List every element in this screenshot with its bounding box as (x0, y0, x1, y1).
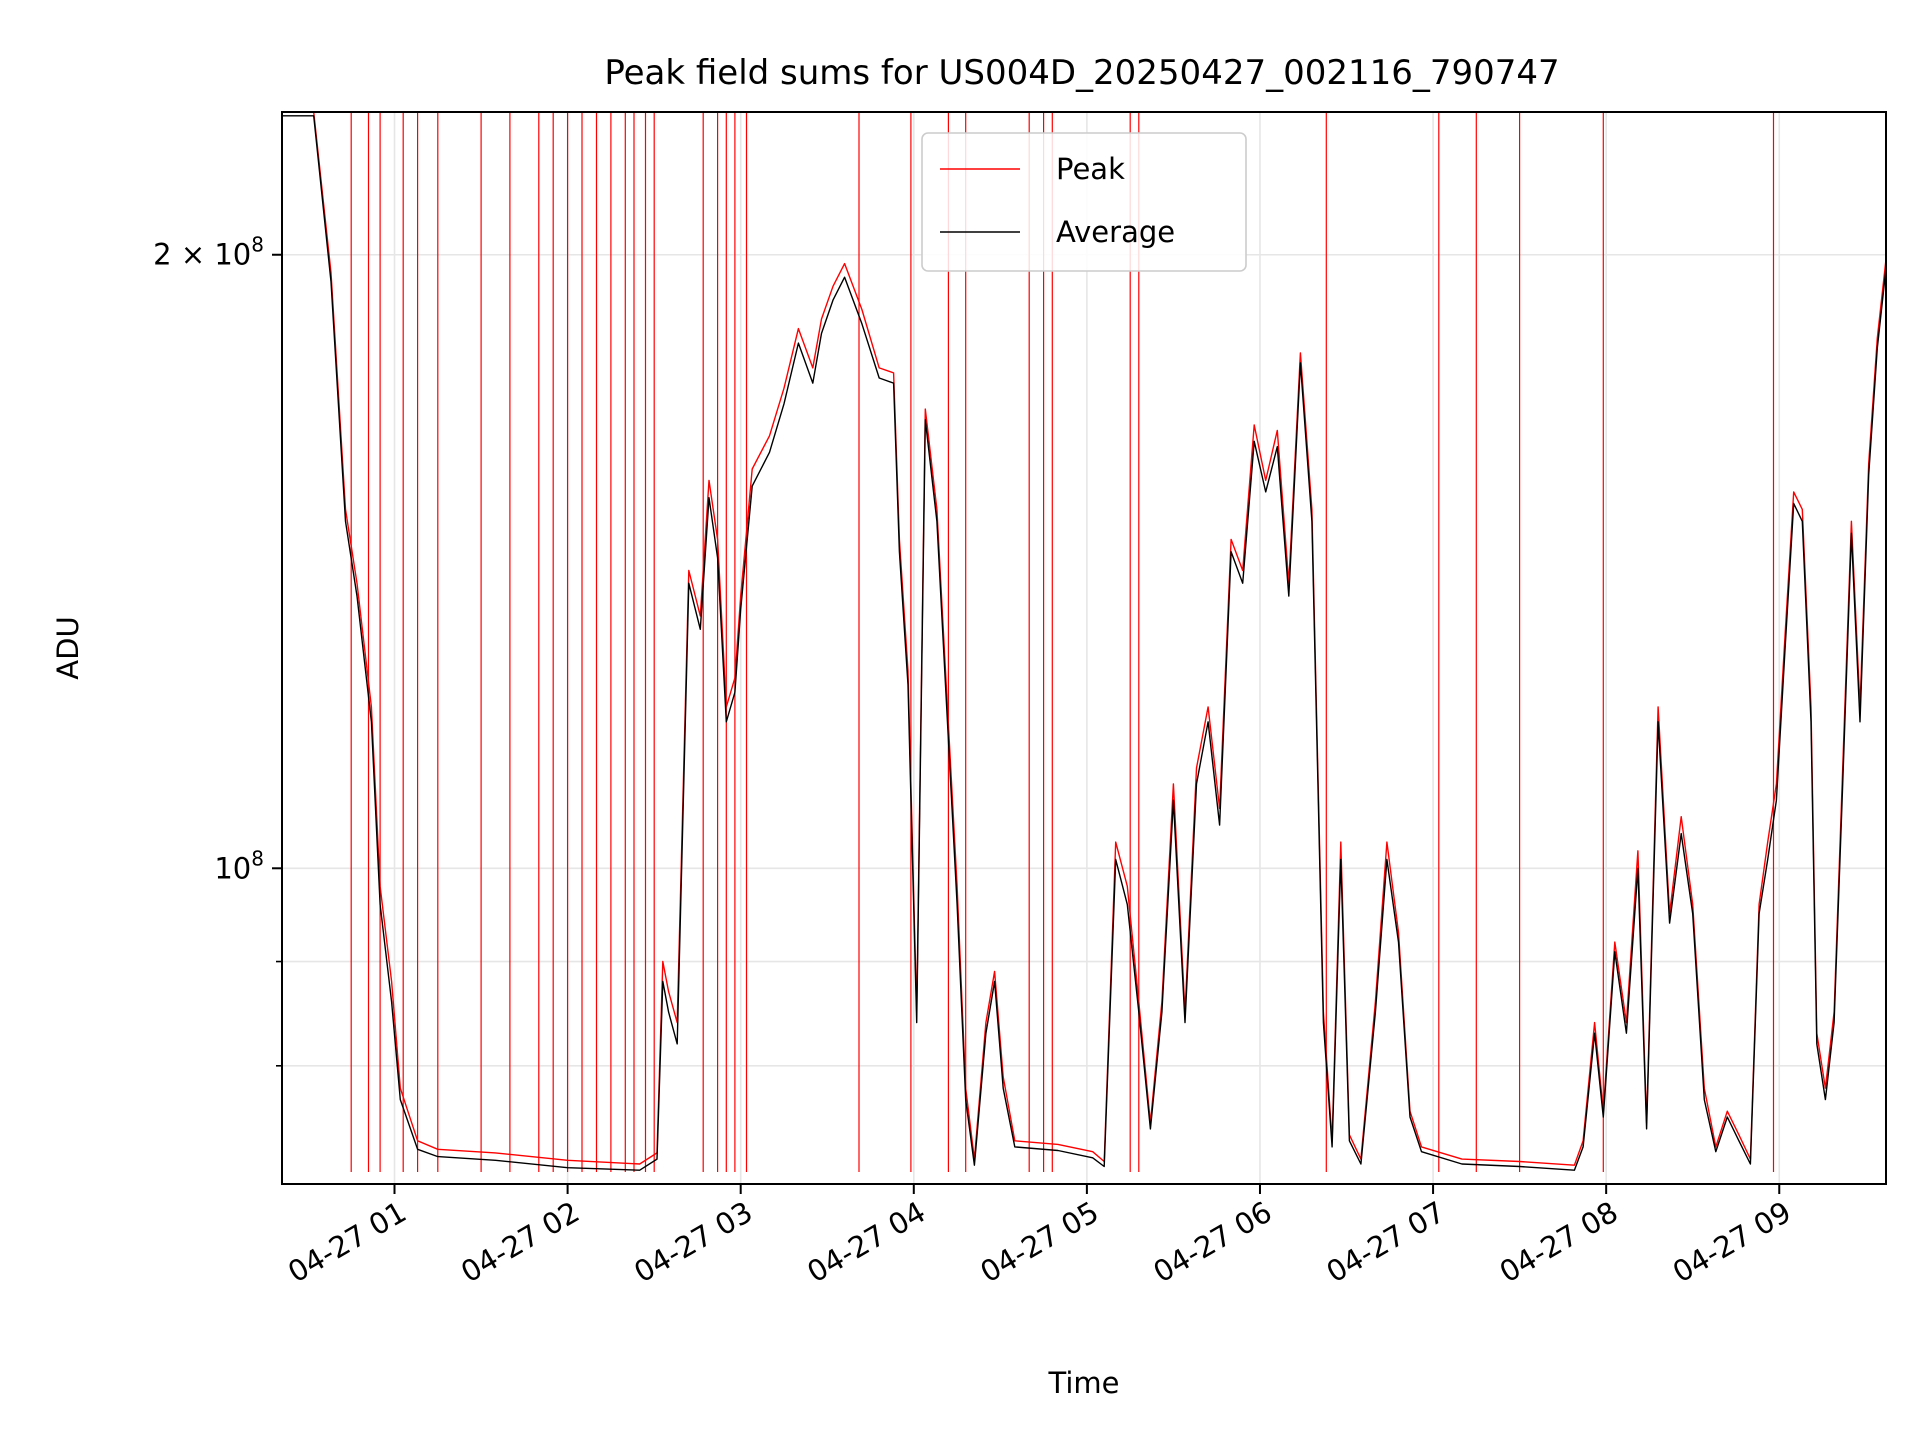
y-tick-label: 108 (214, 846, 264, 885)
series-line-average (282, 115, 1886, 1171)
y-tick-prefix: 2 × (153, 238, 214, 272)
y-tick-exponent: 8 (251, 846, 264, 870)
y-tick-label: 2 × 108 (153, 233, 264, 272)
y-tick-exponent: 8 (251, 233, 264, 257)
chart-title: Peak field sums for US004D_20250427_0021… (604, 53, 1559, 93)
plot-frame (281, 111, 1887, 1185)
x-axis-label: Time (1048, 1366, 1120, 1400)
legend-label-peak: Peak (1056, 152, 1125, 186)
legend-box (921, 132, 1247, 272)
legend: Peak Average (921, 132, 1247, 272)
series-layer (282, 112, 1886, 1172)
y-axis-label: ADU (51, 616, 85, 679)
y-tick-base: 10 (214, 238, 251, 272)
y-tick-base: 10 (214, 851, 251, 885)
legend-label-average: Average (1056, 215, 1175, 249)
